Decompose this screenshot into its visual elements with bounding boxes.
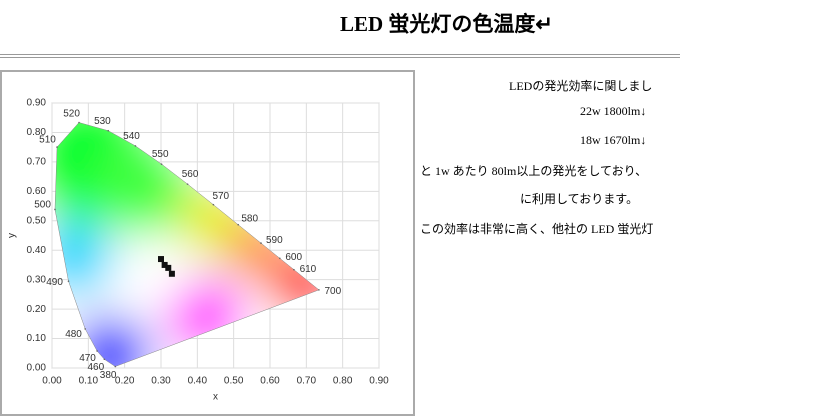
wavelength-label: 470 [79,353,96,364]
sample-mark [158,256,164,263]
locus-point [293,268,295,271]
locus-point [78,121,80,124]
wavelength-label: 580 [241,214,258,225]
locus-point [212,203,215,206]
locus-point [279,257,281,260]
locus-point [54,208,56,211]
wavelength-label: 500 [34,199,51,210]
x-tick-label: 0.10 [79,376,99,387]
x-tick-label: 0.50 [224,376,244,387]
x-axis-label: x [213,392,218,403]
x-tick-label: 0.90 [369,376,389,387]
x-tick-label: 0.20 [115,376,135,387]
wavelength-label: 560 [182,169,199,180]
rule [0,57,680,58]
y-tick-label: 0.40 [27,245,47,256]
y-tick-label: 0.30 [27,274,47,285]
text-line: この効率は非常に高く、他社の LED 蛍光灯 [420,222,654,236]
locus-point [318,289,320,291]
locus-point [56,146,58,148]
text-line: LEDの発光効率に関しまし [509,79,653,93]
locus-point [67,280,70,282]
y-tick-label: 0.80 [27,127,47,138]
x-tick-label: 0.40 [188,376,208,387]
x-tick-label: 0.00 [42,376,62,387]
locus-point [84,328,86,330]
sample-mark [165,264,172,271]
wavelength-label: 460 [87,362,104,373]
wavelength-label: 480 [65,329,82,340]
locus-point [160,163,163,165]
y-tick-label: 0.90 [27,98,47,109]
text-line: 22w 1800lm↓ [580,104,647,118]
y-tick-label: 0.00 [27,363,47,374]
wavelength-label: 380 [100,370,117,381]
x-tick-label: 0.70 [297,376,317,387]
wavelength-label: 520 [63,109,80,120]
wavelength-label: 540 [123,131,140,142]
locus-point [260,242,262,244]
title: LED 蛍光灯の色温度↵ [340,12,554,36]
wavelength-label: 570 [212,191,229,202]
y-tick-label: 0.70 [27,157,47,168]
x-tick-label: 0.30 [151,376,171,387]
text-line: 18w 1670lm↓ [580,133,647,147]
x-tick-label: 0.80 [333,376,353,387]
wavelength-label: 610 [300,264,317,275]
y-tick-label: 0.20 [27,304,47,315]
locus-point [103,358,106,361]
wavelength-label: 490 [46,277,63,288]
y-tick-label: 0.50 [27,215,47,226]
blob [54,216,114,297]
text-line: に利用しております。 [520,192,639,206]
locus-point [96,350,98,352]
y-tick-label: 0.10 [27,333,47,344]
rule [0,54,680,55]
locus-point [237,223,240,226]
text-line: と 1w あたり 80lm以上の発光をしており、 [420,164,648,178]
wavelength-label: 600 [285,252,302,263]
sample-mark [161,261,168,268]
wavelength-label: 550 [152,149,169,160]
marks [54,121,320,368]
wavelength-label: 510 [39,134,56,145]
labels: 0.00 0.10 0.20 0.30 0.40 0.50 0.60 0.70 0.80 0.90… [7,98,390,403]
blob [70,316,151,367]
cie-diagram: 0.00 0.10 0.20 0.30 0.40 0.50 0.60 0.70 0.80 0.90… [0,70,415,416]
locus-point [134,145,137,147]
locus-point [107,129,110,132]
wavelength-label: 590 [266,235,283,246]
locus-point [186,183,189,185]
wavelength-label: 700 [324,286,341,297]
y-axis-label: y [7,233,18,238]
y-tick-label: 0.60 [27,186,47,197]
sample-mark [168,270,175,277]
locus-point [114,365,117,368]
x-tick-label: 0.60 [260,376,280,387]
wavelength-label: 530 [94,116,111,127]
